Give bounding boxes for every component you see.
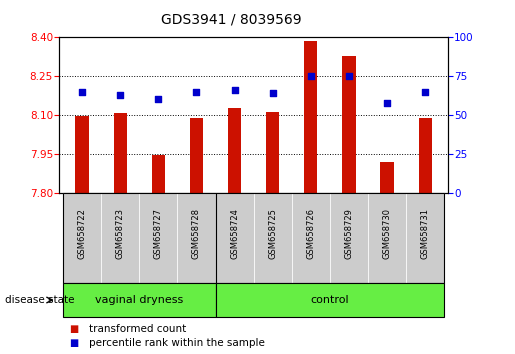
Text: vaginal dryness: vaginal dryness bbox=[95, 295, 183, 305]
Bar bbox=[381, 162, 394, 193]
Bar bbox=[292, 193, 330, 283]
Text: ■: ■ bbox=[70, 324, 79, 333]
Bar bbox=[63, 283, 215, 317]
Point bbox=[421, 89, 430, 95]
Point bbox=[269, 90, 277, 96]
Bar bbox=[151, 155, 165, 193]
Text: GSM658722: GSM658722 bbox=[78, 208, 87, 259]
Bar bbox=[406, 193, 444, 283]
Bar bbox=[330, 193, 368, 283]
Point bbox=[230, 87, 238, 93]
Text: transformed count: transformed count bbox=[89, 324, 186, 333]
Text: GSM658723: GSM658723 bbox=[116, 208, 125, 259]
Point bbox=[78, 89, 86, 95]
Bar bbox=[101, 193, 139, 283]
Text: GSM658724: GSM658724 bbox=[230, 208, 239, 259]
Bar bbox=[75, 116, 89, 193]
Bar bbox=[139, 193, 177, 283]
Text: GSM658730: GSM658730 bbox=[383, 208, 391, 259]
Bar bbox=[215, 193, 253, 283]
Bar bbox=[266, 112, 279, 193]
Point bbox=[192, 89, 200, 95]
Point bbox=[116, 92, 124, 98]
Point bbox=[307, 73, 315, 79]
Bar bbox=[368, 193, 406, 283]
Text: control: control bbox=[311, 295, 349, 305]
Bar bbox=[419, 118, 432, 193]
Text: GSM658725: GSM658725 bbox=[268, 208, 277, 259]
Text: GSM658728: GSM658728 bbox=[192, 208, 201, 259]
Text: percentile rank within the sample: percentile rank within the sample bbox=[89, 338, 265, 348]
Bar bbox=[190, 118, 203, 193]
Bar bbox=[215, 283, 444, 317]
Text: GDS3941 / 8039569: GDS3941 / 8039569 bbox=[161, 12, 302, 27]
Bar bbox=[113, 113, 127, 193]
Text: ■: ■ bbox=[70, 338, 79, 348]
Bar bbox=[177, 193, 215, 283]
Text: GSM658727: GSM658727 bbox=[154, 208, 163, 259]
Bar bbox=[253, 193, 292, 283]
Point bbox=[345, 73, 353, 79]
Text: GSM658726: GSM658726 bbox=[306, 208, 315, 259]
Bar bbox=[304, 41, 317, 193]
Text: GSM658731: GSM658731 bbox=[421, 208, 430, 259]
Point bbox=[154, 97, 162, 102]
Text: disease state: disease state bbox=[5, 295, 75, 305]
Bar bbox=[342, 56, 356, 193]
Text: GSM658729: GSM658729 bbox=[345, 208, 353, 259]
Bar bbox=[228, 108, 241, 193]
Point bbox=[383, 100, 391, 105]
Bar bbox=[63, 193, 101, 283]
